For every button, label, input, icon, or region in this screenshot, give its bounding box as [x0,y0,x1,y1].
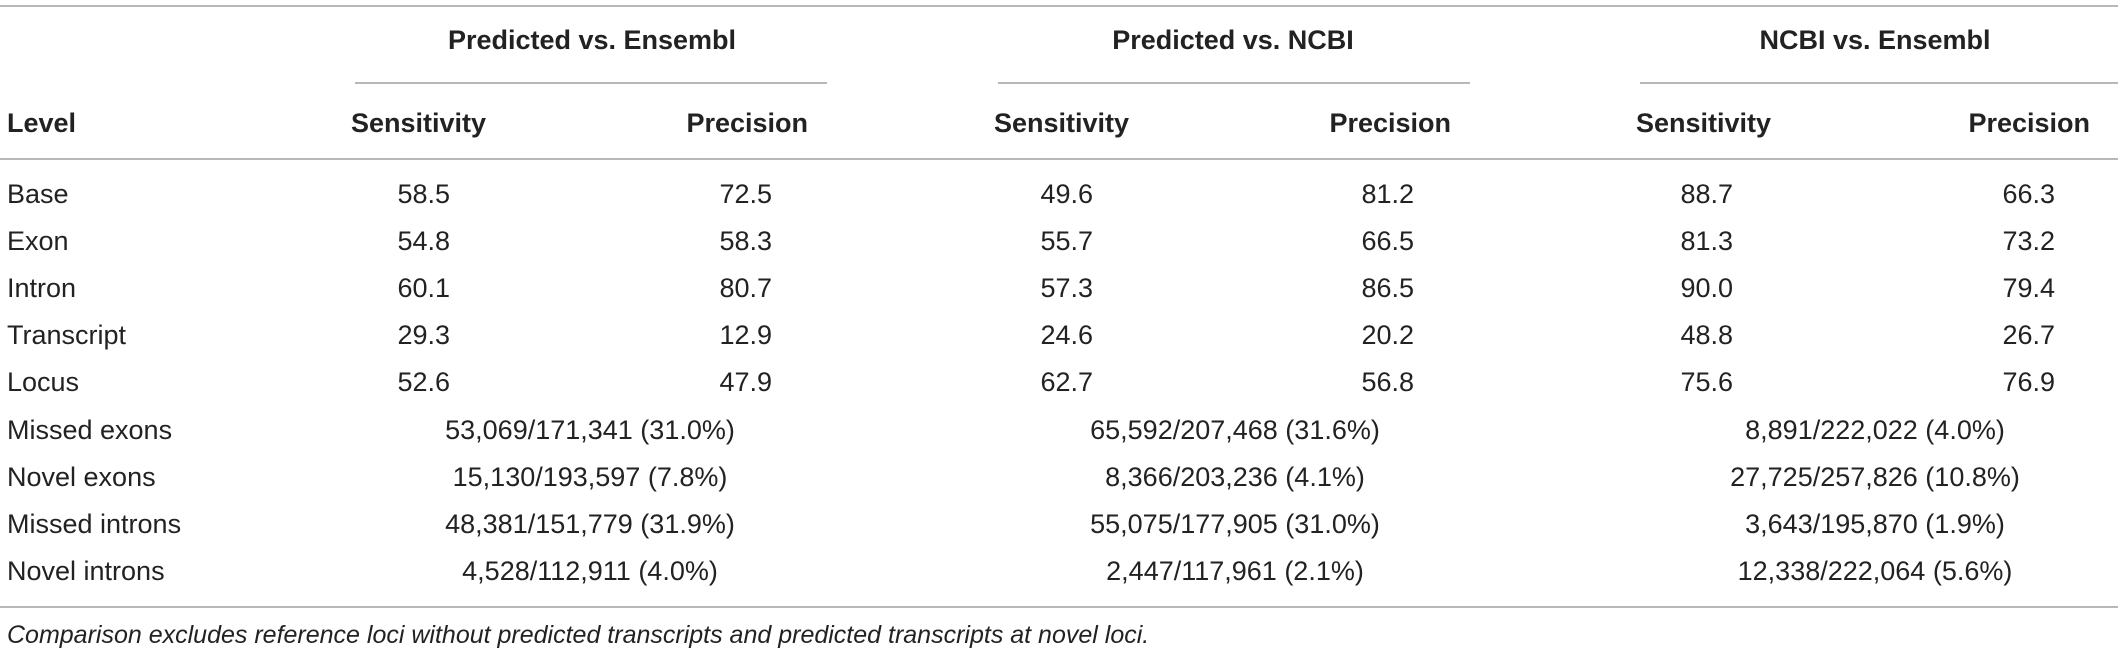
group-rule-predicted-ncbi [998,82,1470,84]
table-cell: 29.3 [397,320,450,350]
table-cell: 4,528/112,911 (4.0%) [462,556,718,586]
table-cell: 49.6 [1040,179,1093,209]
row-level-label: Base [7,179,69,209]
group-rule-predicted-ensembl [355,82,827,84]
table-cell: 48.8 [1680,320,1733,350]
table-cell: 3,643/195,870 (1.9%) [1745,509,2005,539]
table-cell: 55,075/177,905 (31.0%) [1090,509,1380,539]
column-header-precision: Precision [686,108,808,138]
table-cell: 8,891/222,022 (4.0%) [1745,415,2005,445]
table-cell: 58.5 [397,179,450,209]
table-cell: 57.3 [1040,273,1093,303]
column-header-precision: Precision [1968,108,2090,138]
table-footnote: Comparison excludes reference loci witho… [7,621,1150,649]
row-level-label: Missed introns [7,509,182,539]
table-cell: 62.7 [1040,367,1093,397]
column-header-sensitivity: Sensitivity [994,108,1130,138]
table-cell: 73.2 [2002,226,2055,256]
table-cell: 81.3 [1680,226,1733,256]
row-level-label: Novel exons [7,462,156,492]
column-header-level: Level [7,108,77,138]
table-cell: 15,130/193,597 (7.8%) [452,462,728,492]
table-top-rule [0,5,2118,7]
table-cell: 8,366/203,236 (4.1%) [1105,462,1365,492]
table-cell: 66.3 [2002,179,2055,209]
table-cell: 26.7 [2002,320,2055,350]
table-cell: 53,069/171,341 (31.0%) [445,415,735,445]
column-header-sensitivity: Sensitivity [1636,108,1772,138]
column-header-precision: Precision [1329,108,1451,138]
table-cell: 60.1 [397,273,450,303]
table-cell: 48,381/151,779 (31.9%) [445,509,735,539]
table-cell: 47.9 [719,367,772,397]
table-cell: 54.8 [397,226,450,256]
table-bottom-rule [0,606,2118,608]
table-cell: 56.8 [1361,367,1414,397]
header-bottom-rule [0,158,2118,160]
table-cell: 12,338/222,064 (5.6%) [1737,556,2013,586]
group-rule-ncbi-ensembl [1640,82,2118,84]
group-header-predicted-ncbi: Predicted vs. NCBI [1112,25,1354,55]
row-level-label: Transcript [7,320,127,350]
table-cell: 20.2 [1361,320,1414,350]
row-level-label: Novel introns [7,556,165,586]
row-level-label: Missed exons [7,415,173,445]
table-cell: 27,725/257,826 (10.8%) [1730,462,2020,492]
table-cell: 72.5 [719,179,772,209]
table-cell: 58.3 [719,226,772,256]
table-cell: 79.4 [2002,273,2055,303]
table-cell: 80.7 [719,273,772,303]
table-cell: 90.0 [1680,273,1733,303]
table-cell: 2,447/117,961 (2.1%) [1106,556,1364,586]
table-cell: 65,592/207,468 (31.6%) [1090,415,1380,445]
table-cell: 52.6 [397,367,450,397]
table-cell: 12.9 [719,320,772,350]
row-level-label: Exon [7,226,69,256]
table-cell: 86.5 [1361,273,1414,303]
row-level-label: Intron [7,273,77,303]
column-header-sensitivity: Sensitivity [351,108,487,138]
table-cell: 88.7 [1680,179,1733,209]
table-cell: 24.6 [1040,320,1093,350]
table-cell: 76.9 [2002,367,2055,397]
group-header-predicted-ensembl: Predicted vs. Ensembl [447,25,737,55]
group-header-ncbi-ensembl: NCBI vs. Ensembl [1759,25,1991,55]
table-cell: 55.7 [1040,226,1093,256]
row-level-label: Locus [7,367,80,397]
table-cell: 75.6 [1680,367,1733,397]
table-cell: 81.2 [1361,179,1414,209]
table-cell: 66.5 [1361,226,1414,256]
